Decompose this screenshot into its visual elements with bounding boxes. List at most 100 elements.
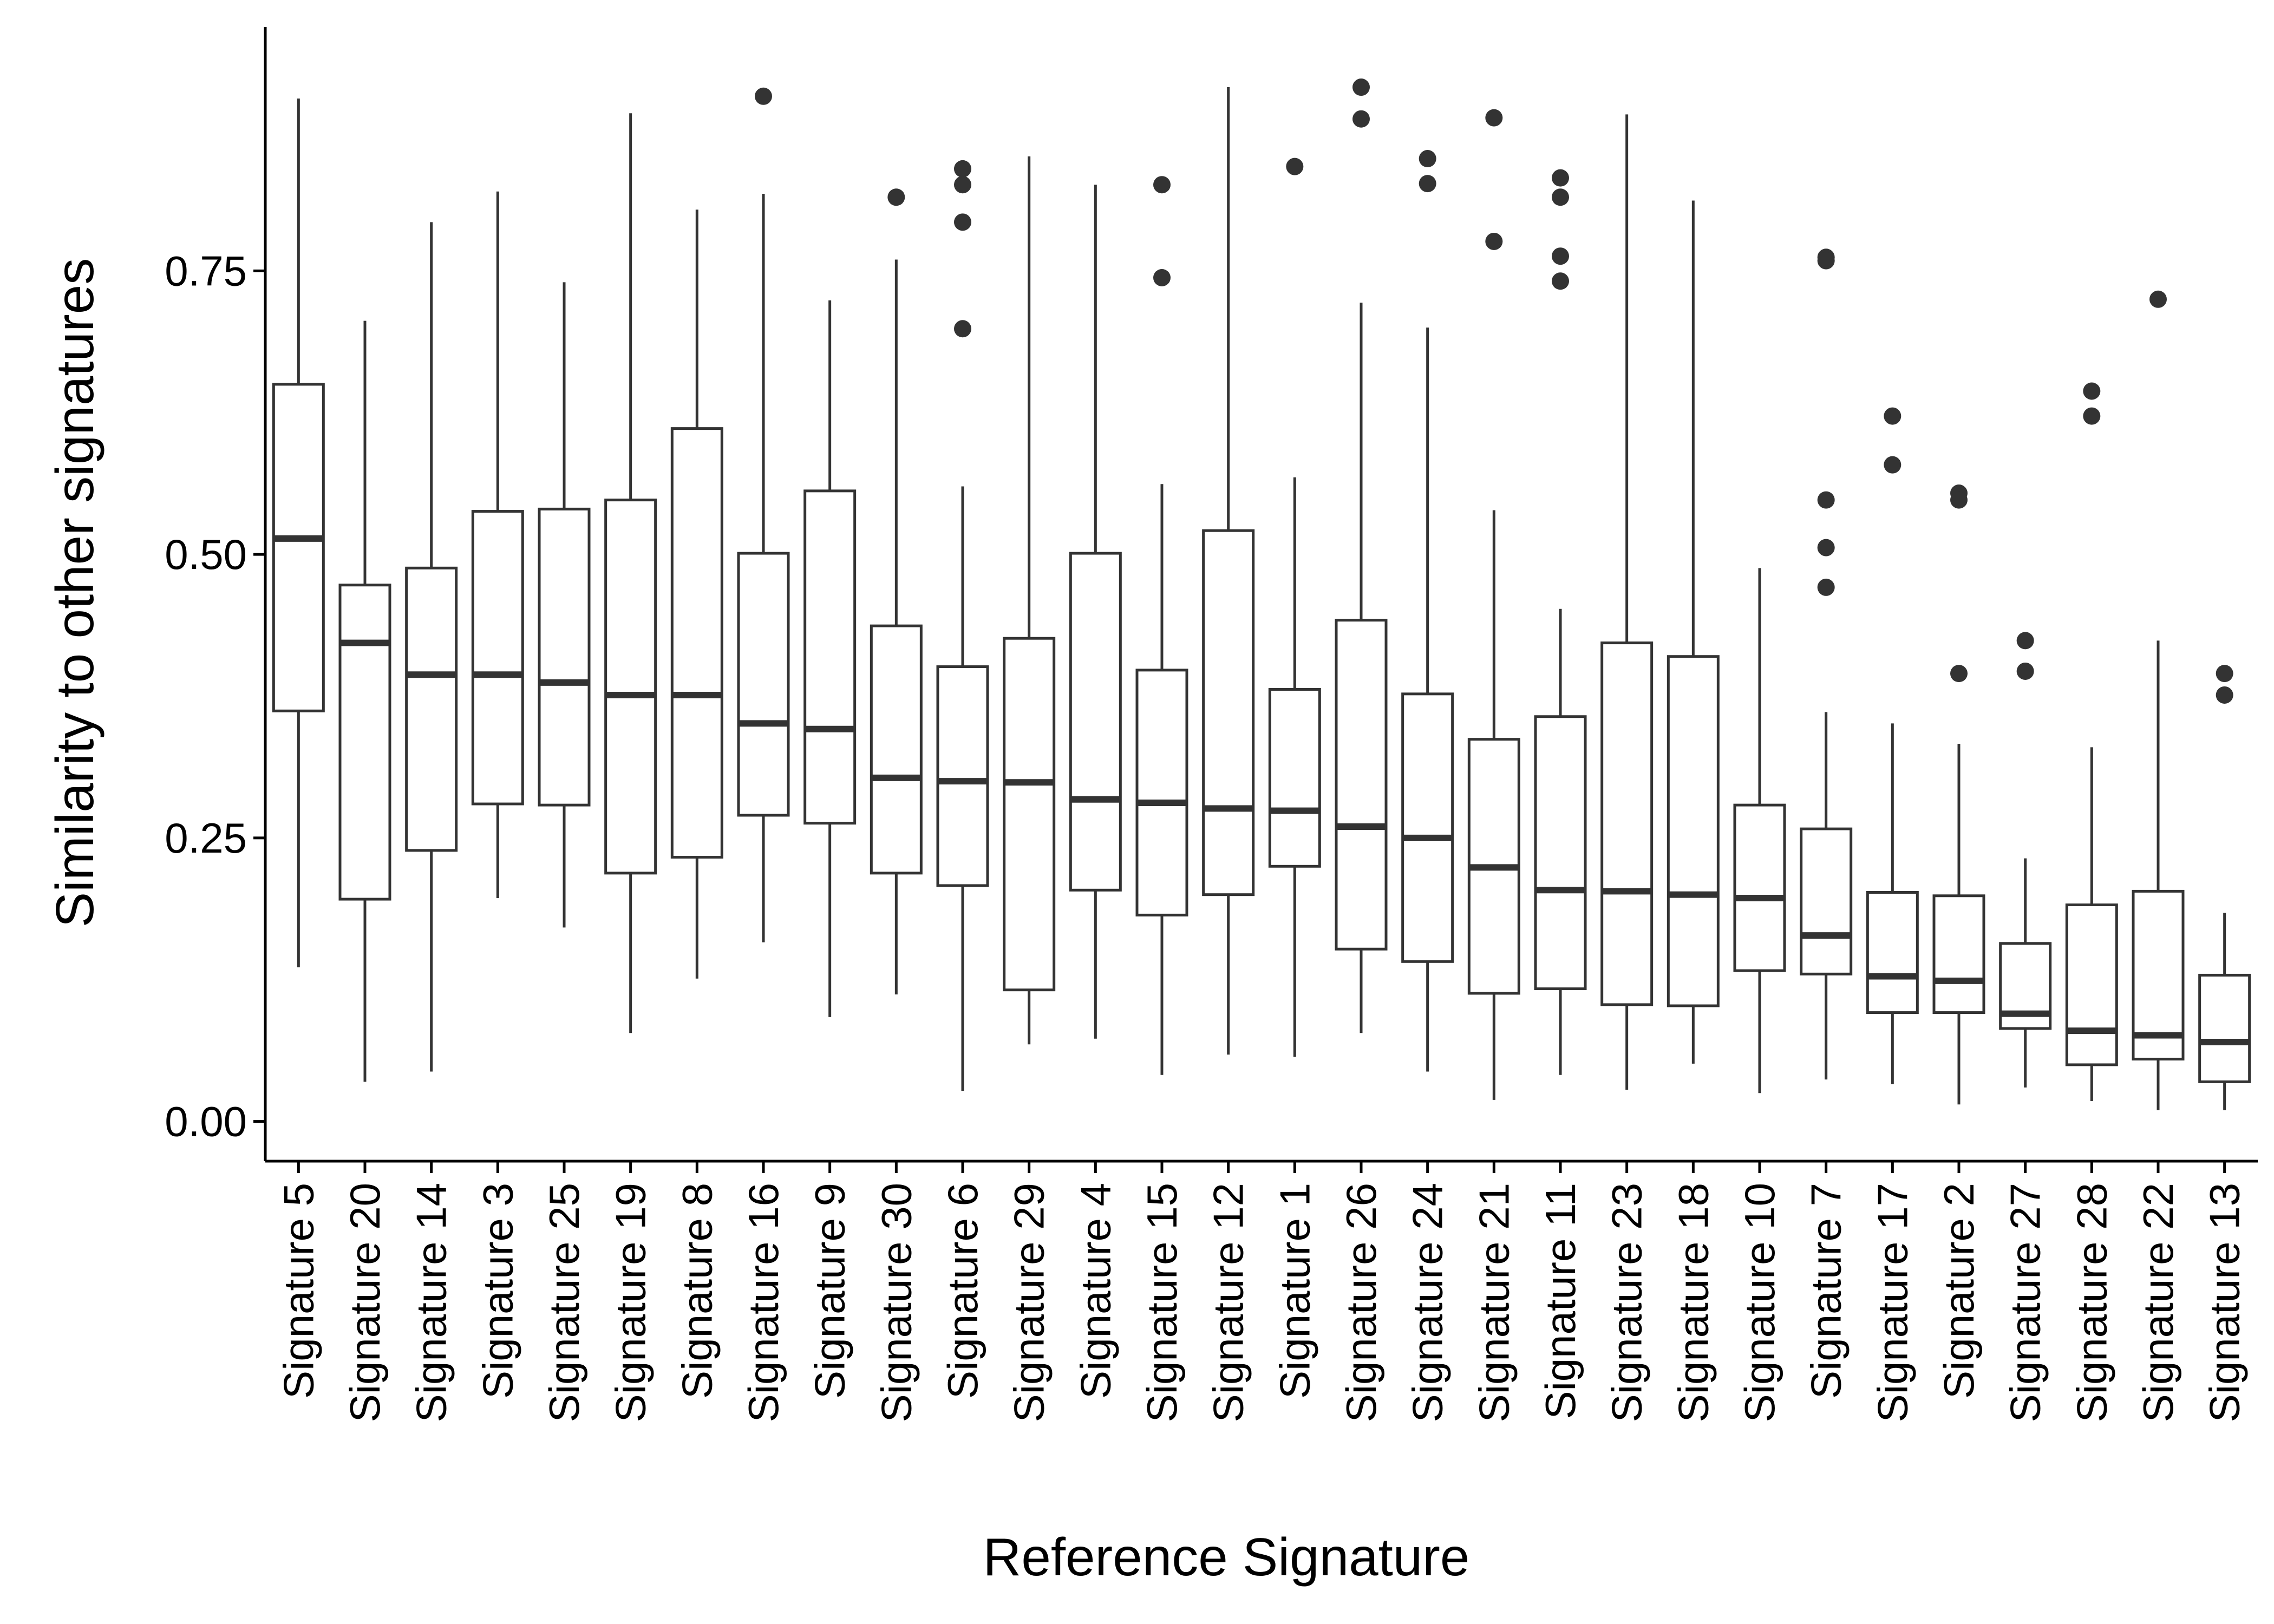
y-tick-label: 0.75 [165,247,247,294]
x-tick-label: Signature 20 [341,1183,389,1422]
outlier-point [2016,662,2034,680]
x-tick-label: Signature 9 [806,1183,854,1399]
box-group [1003,156,1056,1045]
outlier-point [1352,110,1370,128]
outlier-point [2216,686,2233,704]
box-group [538,282,591,928]
outlier-point [1352,78,1370,96]
outlier-point [954,213,971,231]
box [1932,894,1985,1014]
box-group [670,209,723,979]
outlier-point [1286,158,1304,175]
outlier-point [1485,232,1503,250]
box [1335,619,1388,951]
x-tick-label: Signature 11 [1537,1183,1584,1419]
box [670,427,723,859]
x-tick-label: Signature 24 [1404,1183,1452,1422]
box-group [1999,632,2052,1088]
outlier-point [2083,382,2101,400]
box-group [1135,176,1188,1075]
box [471,510,524,806]
box-group [737,87,790,942]
box-group [272,98,325,967]
box [1135,669,1188,916]
x-tick-label: Signature 29 [1005,1183,1053,1422]
outlier-point [1884,456,1901,474]
x-tick-label: Signature 6 [939,1183,986,1399]
outlier-point [1552,188,1569,206]
y-axis: 0.00 0.25 0.50 0.75 [165,27,267,1161]
outlier-point [755,87,772,105]
plot-area [272,78,2251,1110]
box-group [1401,150,1454,1072]
box-group [1335,78,1388,1033]
box-group [338,320,391,1082]
x-tick-label: Signature 2 [1935,1183,1983,1399]
x-tick-label: Signature 18 [1669,1183,1717,1422]
box-group [1800,248,1853,1080]
x-tick-label: Signature 17 [1868,1183,1916,1422]
box [870,624,923,875]
outlier-point [954,160,971,178]
x-tick-label: Signature 22 [2134,1183,2182,1422]
box-group [1467,109,1520,1100]
outlier-point [887,188,905,206]
box [1003,637,1056,992]
box-group [870,188,923,995]
outlier-point [2216,665,2233,683]
outlier-point [2016,632,2034,650]
x-tick-label: Signature 10 [1736,1183,1783,1422]
box-group [1667,200,1720,1064]
box-group [405,222,458,1072]
box [1733,803,1786,972]
x-tick-label: Signature 3 [474,1183,521,1399]
box-group [604,113,657,1033]
box [2132,889,2185,1060]
outlier-point [1950,665,1968,683]
box [803,489,857,825]
box [1069,552,1122,892]
box [405,566,458,852]
box-group [1069,185,1122,1039]
x-tick-label: Signature 26 [1337,1183,1385,1422]
box-group [471,191,524,898]
box-group [936,160,989,1091]
box-group [2065,382,2118,1101]
box-group [1600,114,1654,1090]
box [2198,973,2251,1083]
outlier-point [954,320,971,338]
x-axis-title: Reference Signature [983,1527,1470,1587]
x-tick-label: Signature 25 [540,1183,588,1422]
box [1866,890,1919,1014]
x-tick-label: Signature 21 [1470,1183,1518,1422]
x-tick-label: Signature 12 [1205,1183,1252,1422]
y-tick-label: 0.25 [165,814,247,862]
outlier-point [2149,290,2167,308]
outlier-point [1884,407,1901,425]
box [1534,715,1587,991]
outlier-point [1552,247,1569,265]
box [338,584,391,901]
box-group [803,300,857,1017]
x-tick-label: Signature 19 [607,1183,655,1422]
outlier-point [1552,272,1569,290]
y-axis-title: Similarity to other signatures [45,258,104,927]
box-group [1932,484,1985,1105]
y-tick-label: 0.00 [165,1098,247,1145]
y-tick-label: 0.50 [165,531,247,578]
outlier-point [2083,407,2101,425]
outlier-point [1419,150,1436,168]
box [1600,641,1654,1006]
box-group [1534,169,1587,1075]
x-tick-label: Signature 30 [872,1183,920,1422]
x-tick-label: Signature 27 [2002,1183,2049,1422]
box-group [1733,568,1786,1093]
box [538,507,591,807]
box [2065,903,2118,1066]
outlier-point [1419,175,1436,193]
outlier-point [1153,269,1171,286]
box-group [2132,290,2185,1110]
outlier-point [1817,491,1835,509]
x-tick-label: Signature 8 [673,1183,721,1399]
outlier-point [1950,491,1968,509]
